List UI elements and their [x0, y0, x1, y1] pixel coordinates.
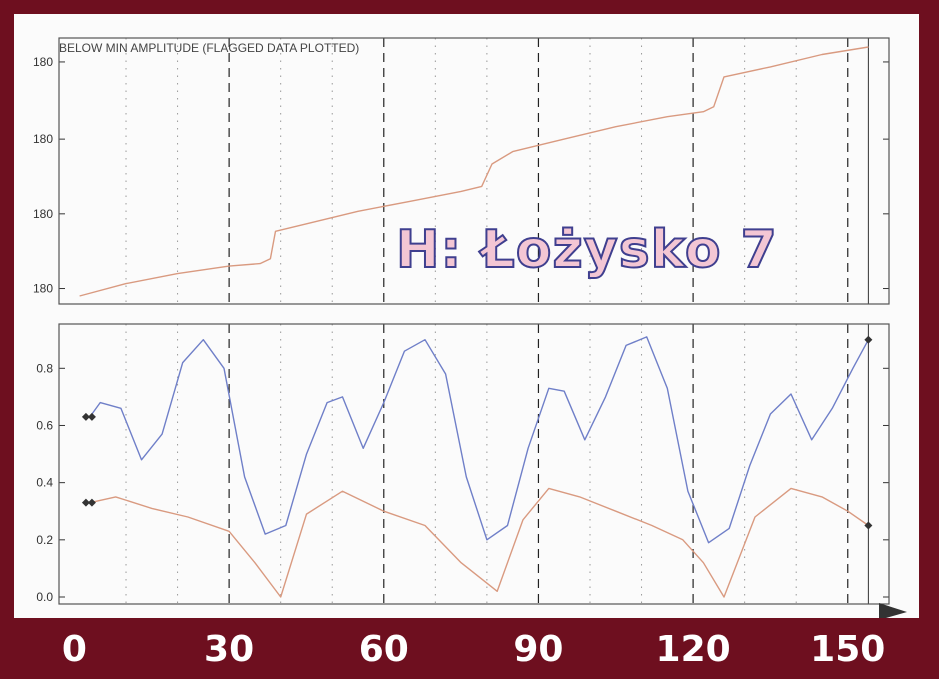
y-tick-label: 0.2 [36, 533, 53, 547]
x-tick-label: 0 [61, 629, 87, 670]
series-line-1 [89, 336, 870, 544]
start-marker [81, 498, 96, 507]
y-tick-label: 0.0 [36, 590, 53, 604]
y-tick-label: 0.6 [36, 418, 53, 432]
x-tick-label: 30 [204, 629, 255, 670]
y-tick-label: 180 [33, 207, 53, 221]
panel-frame [58, 323, 890, 605]
chart-canvas: 180 180 180 180 0.0 0.2 0.4 0.6 0.8 BELOW MIN AM… [33, 37, 907, 618]
series-line-2 [89, 487, 869, 598]
start-marker [81, 412, 96, 421]
end-marker [864, 335, 873, 344]
y-tick-label: 0.4 [36, 476, 53, 490]
series-line-1 [79, 46, 869, 297]
y-tick-label: 180 [33, 282, 53, 296]
x-tick-label: 120 [655, 629, 731, 670]
bearing-label-overlay: H: Łożysko 7 [395, 219, 778, 281]
y-tick-label: 180 [33, 55, 53, 69]
panel-frame [58, 37, 890, 305]
chart-annotation-top: BELOW MIN AMPLITUDE (FLAGGED DATA PLOTTE… [59, 41, 359, 55]
x-tick-label: 90 [513, 629, 564, 670]
x-tick-label: 150 [810, 629, 886, 670]
axis-arrow [879, 603, 907, 618]
y-tick-label: 180 [33, 132, 53, 146]
y-tick-label: 0.8 [36, 361, 53, 375]
x-tick-label: 60 [358, 629, 409, 670]
end-marker [864, 521, 873, 530]
scanned-chart-sheet: 180 180 180 180 0.0 0.2 0.4 0.6 0.8 BELOW MIN AM… [14, 14, 919, 618]
